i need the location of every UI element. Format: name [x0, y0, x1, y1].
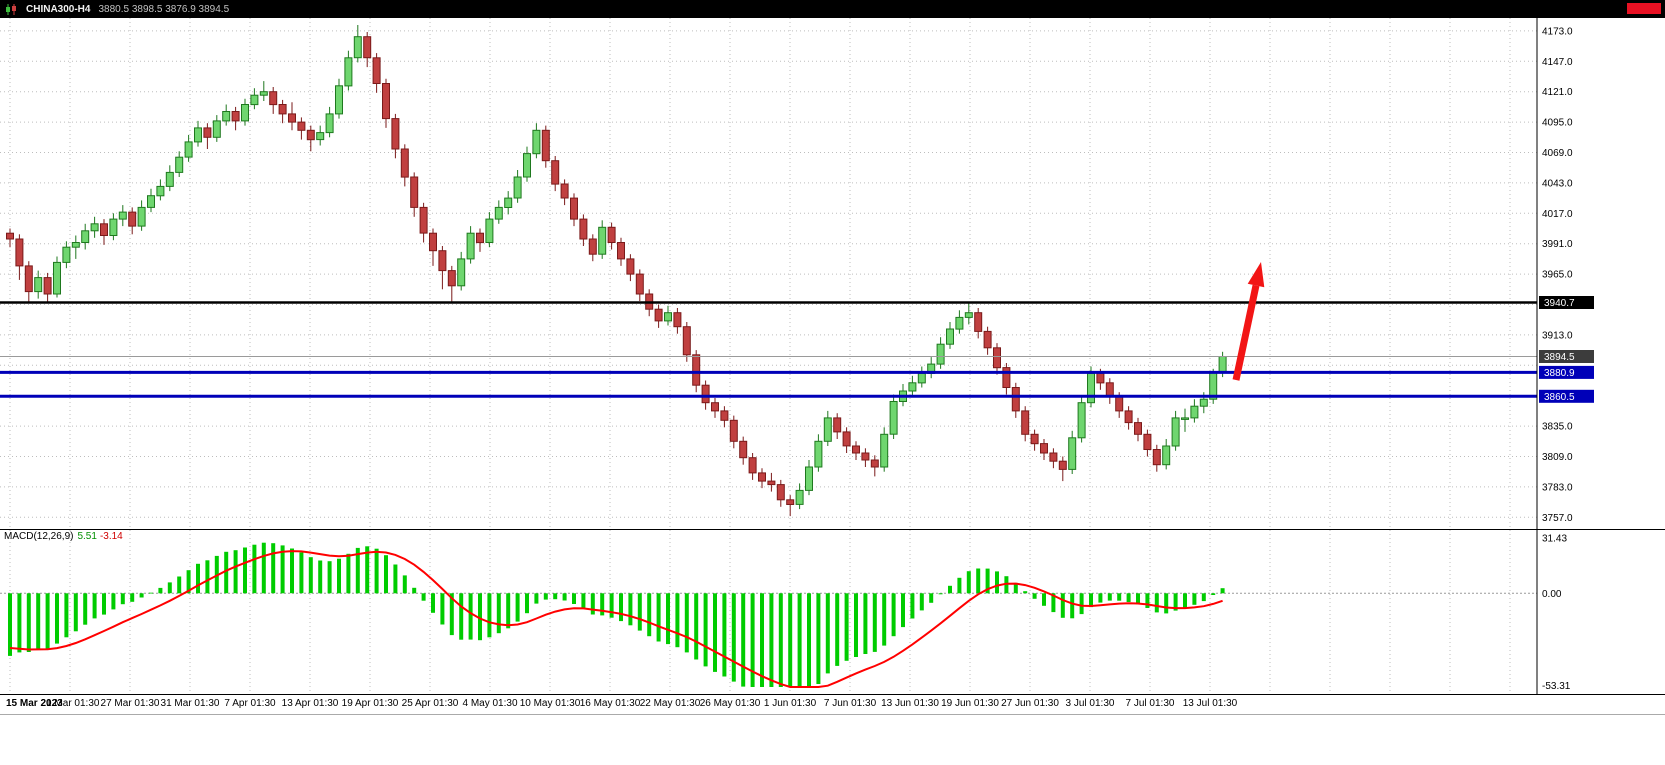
empty-bottom-area	[0, 715, 1665, 765]
macd-indicator-label: MACD(12,26,9) 5.51 -3.14	[4, 531, 123, 542]
candlestick-icon	[5, 3, 18, 15]
time-axis-label: 7 Apr 01:30	[224, 698, 276, 709]
svg-text:0.00: 0.00	[1542, 589, 1562, 600]
chart-title-bar: CHINA300-H4 3880.5 3898.5 3876.9 3894.5	[0, 0, 1665, 18]
time-axis-label: 27 Mar 01:30	[100, 698, 160, 709]
macd-main-value: 5.51	[77, 531, 97, 542]
svg-text:3940.7: 3940.7	[1544, 298, 1575, 309]
time-axis-label: 31 Mar 01:30	[160, 698, 220, 709]
time-axis-label: 7 Jun 01:30	[823, 698, 877, 709]
macd-panel: MACD(12,26,9) 5.51 -3.14 31.43 0.00 -53.31	[0, 530, 1665, 695]
time-axis-label: 13 Jun 01:30	[881, 698, 939, 709]
time-axis-label: 19 Apr 01:30	[341, 698, 399, 709]
svg-text:3991.0: 3991.0	[1542, 239, 1573, 250]
time-axis-label: 4 May 01:30	[462, 698, 518, 709]
topbar-red-marker	[1627, 3, 1661, 14]
time-axis-label: 22 May 01:30	[639, 698, 701, 709]
svg-text:4043.0: 4043.0	[1542, 178, 1573, 189]
time-axis-label: 13 Apr 01:30	[281, 698, 339, 709]
time-axis-label: 19 Jun 01:30	[941, 698, 999, 709]
macd-chart[interactable]: 31.43 0.00 -53.31	[0, 530, 1665, 694]
svg-text:4121.0: 4121.0	[1542, 87, 1573, 98]
time-axis-label: 27 Jun 01:30	[1001, 698, 1059, 709]
trend-arrow[interactable]	[1232, 262, 1265, 381]
svg-text:4173.0: 4173.0	[1542, 26, 1573, 37]
grid-lines	[0, 18, 1537, 529]
svg-text:4095.0: 4095.0	[1542, 118, 1573, 129]
horizontal-level-lines[interactable]	[0, 301, 1537, 398]
svg-text:3757.0: 3757.0	[1542, 513, 1573, 524]
symbol-timeframe-label: CHINA300-H4	[26, 3, 91, 15]
svg-text:31.43: 31.43	[1542, 534, 1567, 545]
svg-text:4069.0: 4069.0	[1542, 148, 1573, 159]
macd-signal-value: -3.14	[99, 531, 123, 542]
macd-grid	[0, 530, 1537, 694]
svg-text:3835.0: 3835.0	[1542, 422, 1573, 433]
svg-text:3880.9: 3880.9	[1544, 368, 1575, 379]
time-axis-label: 1 Jun 01:30	[763, 698, 817, 709]
svg-text:3809.0: 3809.0	[1542, 452, 1573, 463]
time-axis-label: 7 Jul 01:30	[1125, 698, 1175, 709]
svg-text:3783.0: 3783.0	[1542, 482, 1573, 493]
time-axis-label: 21 Mar 01:30	[40, 698, 100, 709]
time-axis-label: 16 May 01:30	[579, 698, 641, 709]
svg-text:3860.5: 3860.5	[1544, 392, 1575, 403]
svg-text:4147.0: 4147.0	[1542, 57, 1573, 68]
svg-text:4017.0: 4017.0	[1542, 209, 1573, 220]
macd-name: MACD(12,26,9)	[4, 531, 74, 542]
macd-axis[interactable]: 31.43 0.00 -53.31	[1536, 530, 1571, 694]
svg-text:-53.31: -53.31	[1542, 681, 1571, 692]
time-axis-label: 15 Mar 2023	[6, 698, 63, 709]
candlestick-chart[interactable]: 4173.0 4147.0 4121.0 4095.0 4069.0 4043.0 4017…	[0, 18, 1665, 529]
candles	[6, 25, 1227, 517]
time-axis-label: 26 May 01:30	[699, 698, 761, 709]
price-chart-panel: 4173.0 4147.0 4121.0 4095.0 4069.0 4043.0 4017…	[0, 18, 1665, 530]
macd-signal-line	[9, 550, 1223, 688]
svg-text:3913.0: 3913.0	[1542, 330, 1573, 341]
svg-text:3965.0: 3965.0	[1542, 270, 1573, 281]
ohlc-readout: 3880.5 3898.5 3876.9 3894.5	[98, 3, 230, 15]
time-axis-label: 3 Jul 01:30	[1065, 698, 1115, 709]
svg-text:3894.5: 3894.5	[1544, 352, 1575, 363]
time-axis-label: 10 May 01:30	[519, 698, 581, 709]
time-axis-label: 25 Apr 01:30	[401, 698, 459, 709]
price-axis[interactable]: 4173.0 4147.0 4121.0 4095.0 4069.0 4043.0 4017…	[1536, 18, 1594, 529]
time-axis[interactable]: 15 Mar 2023 21 Mar 01:30 27 Mar 01:30 31 Ma…	[0, 695, 1665, 715]
time-axis-label: 13 Jul 01:30	[1182, 698, 1238, 709]
macd-histogram	[8, 542, 1225, 687]
